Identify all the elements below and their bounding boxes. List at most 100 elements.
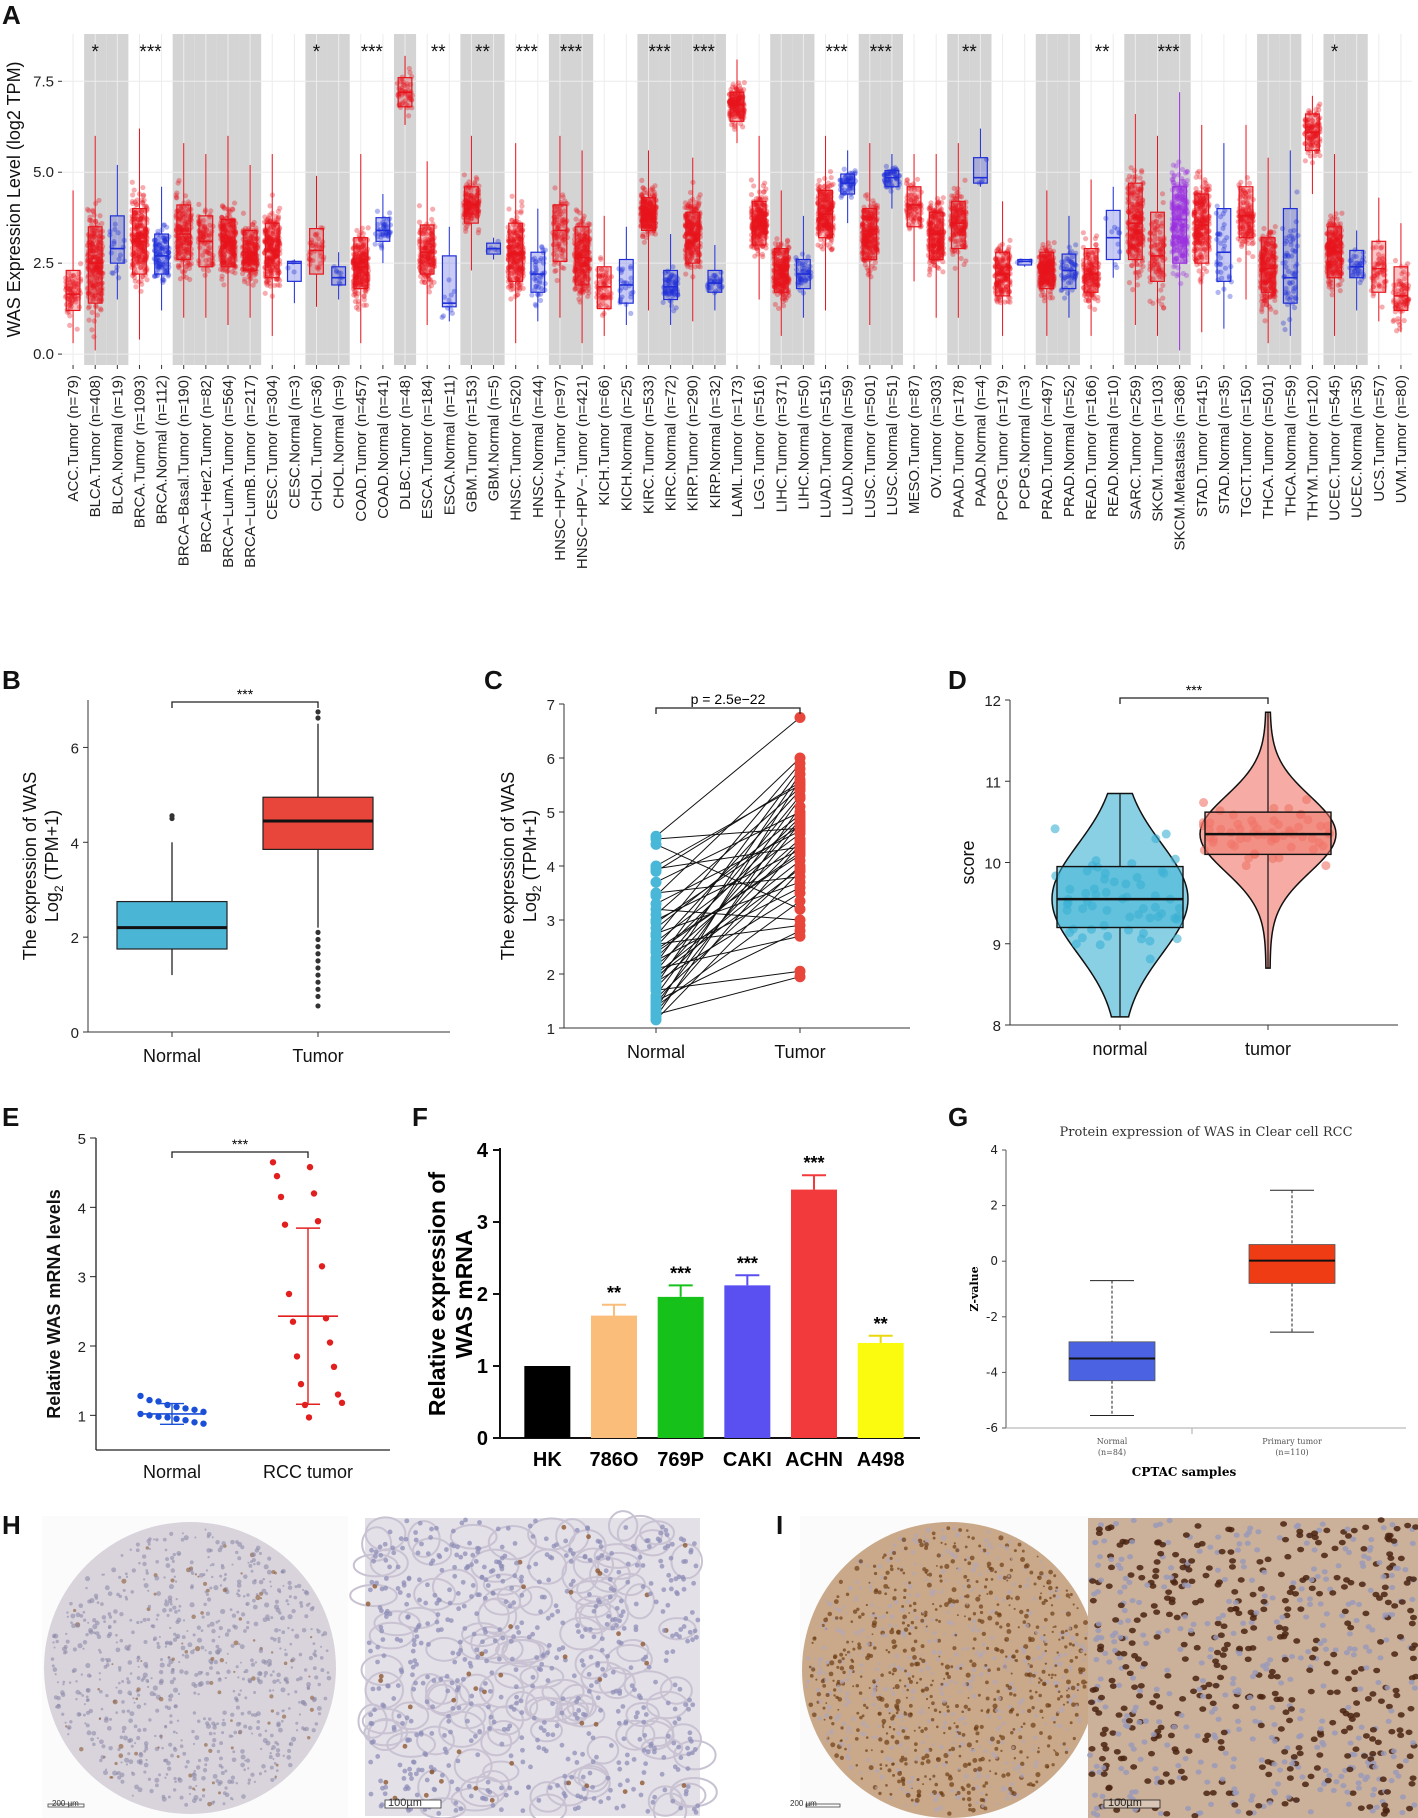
data-point xyxy=(89,248,96,254)
data-point xyxy=(139,259,145,265)
data-point xyxy=(67,288,73,295)
data-point xyxy=(91,283,97,289)
data-point xyxy=(95,222,101,228)
data-point xyxy=(139,222,145,229)
data-point xyxy=(135,235,141,241)
box xyxy=(552,204,568,262)
data-point xyxy=(532,301,538,308)
data-point xyxy=(776,305,782,312)
data-point xyxy=(66,296,72,303)
box xyxy=(574,226,590,286)
data-point xyxy=(140,273,146,280)
data-point xyxy=(96,233,102,239)
data-point xyxy=(95,293,102,299)
panel-label-b: B xyxy=(2,665,21,695)
data-point xyxy=(86,303,92,310)
data-point xyxy=(95,269,102,275)
significance-label: *** xyxy=(560,42,583,63)
data-point xyxy=(90,269,96,275)
data-point xyxy=(580,290,586,296)
data-point xyxy=(135,241,141,247)
data-point xyxy=(139,241,145,247)
data-point xyxy=(134,222,140,228)
data-point xyxy=(94,275,100,281)
data-point xyxy=(141,246,147,252)
data-point xyxy=(91,293,97,299)
data-point xyxy=(89,243,95,249)
data-point xyxy=(92,228,98,234)
data-point xyxy=(135,246,141,252)
data-point xyxy=(89,218,95,224)
data-point xyxy=(200,266,206,272)
data-point xyxy=(66,270,72,276)
data-point xyxy=(139,273,145,280)
data-point xyxy=(100,234,106,240)
data-point xyxy=(97,263,103,269)
data-point xyxy=(115,230,121,236)
data-point xyxy=(576,296,582,302)
data-point xyxy=(760,254,766,260)
significance-label: ** xyxy=(431,42,446,63)
data-point xyxy=(186,265,193,271)
data-point xyxy=(134,231,140,238)
data-point xyxy=(138,213,145,219)
data-point xyxy=(71,296,78,302)
data-point xyxy=(141,251,147,257)
box xyxy=(176,204,192,261)
data-point xyxy=(518,210,524,216)
data-point xyxy=(137,222,143,228)
data-point xyxy=(161,277,167,283)
data-point xyxy=(208,208,214,214)
data-point xyxy=(133,284,139,290)
data-point xyxy=(772,241,778,247)
data-point xyxy=(68,273,75,279)
data-point xyxy=(96,252,102,258)
data-point xyxy=(97,233,103,239)
y-tick-label: 7.5 xyxy=(33,73,54,90)
data-point xyxy=(73,280,79,286)
data-point xyxy=(91,278,97,284)
box xyxy=(751,200,767,246)
panel-label-i: I xyxy=(776,1510,784,1540)
data-point xyxy=(92,274,98,280)
data-point xyxy=(242,276,248,282)
data-point xyxy=(139,213,145,219)
data-point xyxy=(476,227,482,233)
data-point xyxy=(537,297,544,304)
data-point xyxy=(141,233,147,239)
data-point xyxy=(74,326,80,332)
data-point xyxy=(96,239,102,245)
data-point xyxy=(140,240,146,247)
data-point xyxy=(90,294,96,300)
data-point xyxy=(141,260,147,266)
data-point xyxy=(96,227,103,233)
data-point xyxy=(94,312,101,318)
data-point xyxy=(94,246,101,252)
data-point xyxy=(406,113,412,119)
data-point xyxy=(95,272,101,279)
data-point xyxy=(91,249,97,255)
data-point xyxy=(94,264,100,270)
data-point xyxy=(96,298,102,304)
data-point xyxy=(133,252,139,258)
data-point xyxy=(248,275,254,282)
box xyxy=(353,237,369,290)
data-point xyxy=(202,209,208,215)
data-point xyxy=(143,228,149,234)
x-tick-label: CESC.Tumor (n=304) xyxy=(264,375,281,520)
x-tick-label: CHOL.Normal (n=9) xyxy=(331,375,348,509)
data-point xyxy=(97,258,103,264)
data-point xyxy=(138,216,144,222)
data-point xyxy=(772,301,778,308)
data-point xyxy=(134,216,140,223)
data-point xyxy=(134,201,140,208)
data-point xyxy=(70,273,77,279)
data-point xyxy=(138,216,144,222)
box xyxy=(618,258,634,304)
data-point xyxy=(89,243,96,250)
data-point xyxy=(88,264,94,271)
data-point xyxy=(205,268,212,274)
data-point xyxy=(90,298,96,304)
x-tick-label: KICH.Normal (n=25) xyxy=(618,375,635,511)
data-point xyxy=(519,199,525,205)
